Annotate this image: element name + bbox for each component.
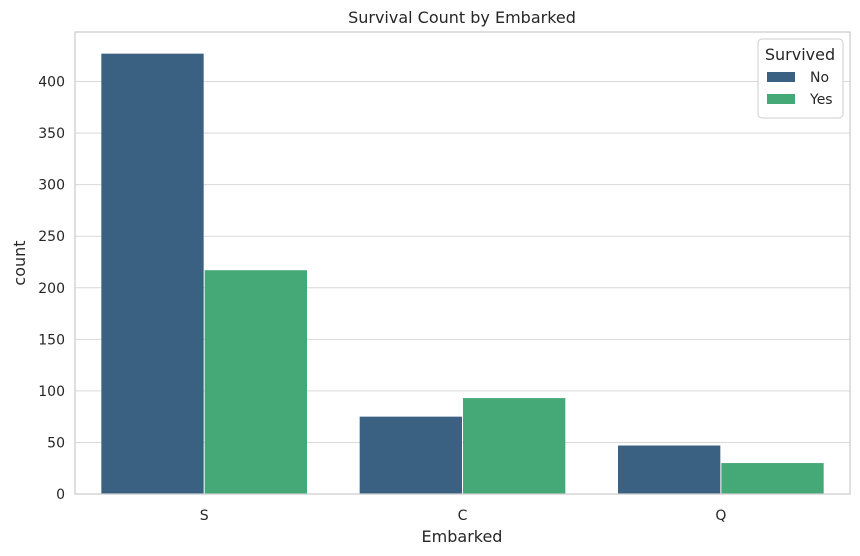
plot-area <box>75 32 850 494</box>
bar-c-yes <box>463 398 566 494</box>
bar-q-yes <box>721 463 824 494</box>
legend: Survived No Yes <box>757 38 844 119</box>
chart-title: Survival Count by Embarked <box>348 8 576 27</box>
gridlines <box>75 81 850 495</box>
y-tick-label: 250 <box>38 229 65 245</box>
x-axis-title: Embarked <box>422 527 503 546</box>
legend-swatch-no <box>767 72 795 82</box>
y-tick-label: 400 <box>38 75 65 91</box>
y-tick-label: 100 <box>38 384 65 400</box>
y-axis-title: count <box>10 240 29 285</box>
y-tick-label: 200 <box>38 281 65 297</box>
bar-q-no <box>618 445 721 494</box>
legend-swatch-yes <box>767 94 795 104</box>
bar-c-no <box>359 416 462 494</box>
legend-items: No Yes <box>767 70 833 108</box>
legend-label: No <box>810 70 829 86</box>
y-tick-label: 0 <box>56 487 65 503</box>
legend-label: Yes <box>809 92 833 108</box>
x-tick-label: Q <box>715 508 726 524</box>
x-tick-label: C <box>458 508 468 524</box>
y-tick-label: 300 <box>38 178 65 194</box>
legend-title: Survived <box>765 45 835 64</box>
bar-s-no <box>101 53 204 494</box>
bars <box>101 53 824 494</box>
y-tick-label: 50 <box>47 435 65 451</box>
x-tick-label: S <box>200 508 209 524</box>
y-tick-label: 150 <box>38 332 65 348</box>
y-axis-ticks: 0 50 100 150 200 250 300 350 400 <box>38 75 65 504</box>
bar-s-yes <box>204 270 307 494</box>
y-tick-label: 350 <box>38 126 65 142</box>
plot-frame <box>74 31 851 495</box>
